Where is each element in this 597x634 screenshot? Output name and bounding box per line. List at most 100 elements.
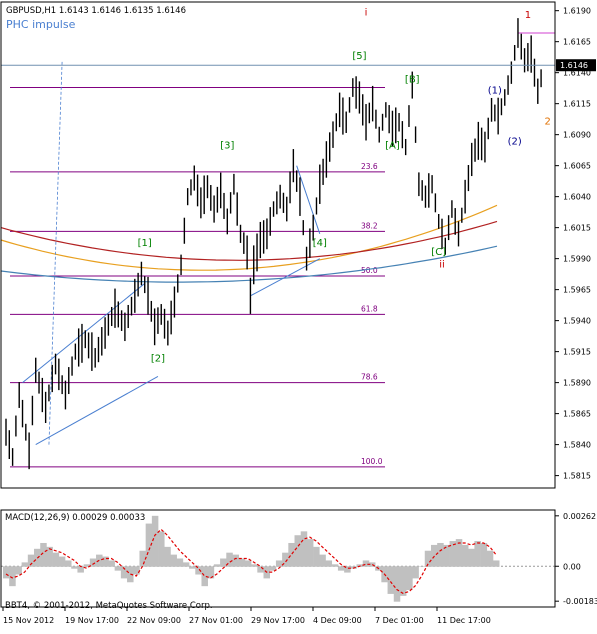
macd-histogram-bar	[449, 541, 457, 567]
macd-histogram-bar	[58, 556, 66, 567]
y-tick-label: 1.5865	[563, 410, 591, 419]
y-tick-label: 1.6040	[563, 193, 591, 202]
macd-histogram-bar	[77, 566, 84, 573]
macd-histogram-bar	[362, 560, 370, 567]
x-tick-label: 4 Dec 09:00	[313, 616, 362, 625]
macd-histogram-bar	[102, 556, 109, 567]
macd-histogram-bar	[288, 542, 295, 567]
macd-histogram-bar	[269, 566, 277, 571]
y-tick-label: 1.5965	[563, 286, 591, 295]
macd-histogram-bar	[195, 566, 202, 575]
y-tick-label: 1.5815	[563, 472, 591, 481]
fib-level-label: 50.0	[361, 266, 378, 275]
macd-histogram-bar	[443, 544, 450, 567]
macd-histogram-bar	[393, 566, 401, 602]
macd-histogram-bar	[251, 564, 258, 567]
indicator-title: PHC impulse	[6, 18, 76, 31]
macd-histogram-bar	[170, 554, 177, 567]
channel-line	[35, 375, 159, 446]
fib-level-label: 100.0	[361, 457, 383, 466]
macd-histogram-bar	[201, 566, 208, 587]
macd-pane-frame	[0, 509, 556, 608]
macd-histogram-bar	[114, 566, 122, 571]
macd-histogram-bar	[319, 554, 326, 567]
wave-label: i	[365, 8, 368, 19]
macd-histogram-bar	[406, 566, 413, 591]
macd-histogram-bar	[493, 560, 500, 567]
macd-histogram-bar	[331, 564, 339, 567]
macd-histogram-bar	[257, 566, 264, 573]
macd-histogram-bar	[300, 531, 308, 567]
y-tick-label: 1.6190	[563, 7, 591, 16]
macd-histogram-bar	[52, 552, 60, 567]
macd-histogram-bar	[474, 541, 481, 567]
y-tick-label: 1.5990	[563, 255, 591, 264]
macd-histogram-bar	[226, 552, 233, 567]
current-price-box	[556, 59, 596, 72]
macd-histogram-bar	[486, 550, 494, 567]
macd-histogram-bar	[244, 560, 252, 567]
wave-label: (1)	[488, 86, 502, 97]
macd-histogram-bar	[182, 562, 190, 567]
macd-histogram-bar	[151, 515, 159, 567]
macd-histogram-bar	[164, 546, 171, 567]
channel-line	[296, 165, 321, 235]
macd-y-tick-label: 0.00262	[563, 512, 596, 521]
fib-level-label: 23.6	[361, 162, 378, 171]
macd-histogram-bar	[344, 566, 351, 573]
macd-histogram-bar	[83, 564, 91, 567]
macd-histogram-bar	[424, 550, 432, 567]
macd-histogram-bar	[27, 554, 35, 567]
macd-histogram-bar	[325, 560, 333, 567]
wave-label: [4]	[313, 238, 327, 249]
macd-histogram-bar	[3, 566, 10, 579]
channel-line	[22, 283, 146, 384]
x-tick-label: 22 Nov 09:00	[127, 616, 181, 625]
macd-histogram-bar	[213, 564, 221, 567]
y-tick-label: 1.6015	[563, 224, 591, 233]
x-tick-label: 7 Dec 01:00	[375, 616, 424, 625]
macd-histogram-bar	[89, 558, 97, 567]
macd-histogram-bar	[275, 560, 283, 567]
x-tick-label: 11 Dec 17:00	[437, 616, 491, 625]
macd-histogram-bar	[282, 552, 289, 567]
symbol-header: GBPUSD,H1 1.6143 1.6146 1.6135 1.6146	[6, 6, 186, 16]
macd-title: MACD(12,26,9) 0.00029 0.00033	[5, 513, 145, 523]
wave-label: [C]	[431, 247, 446, 258]
macd-histogram-bar	[158, 531, 165, 567]
macd-histogram-bar	[15, 566, 22, 575]
wave-label: 1	[525, 10, 531, 21]
macd-histogram-bar	[356, 564, 364, 567]
wave-label: [1]	[138, 238, 152, 249]
wave-label: ii	[439, 259, 445, 270]
macd-histogram-bar	[306, 539, 314, 567]
y-tick-label: 1.6165	[563, 38, 591, 47]
wave-label: [3]	[220, 140, 234, 151]
macd-histogram-bar	[189, 566, 196, 569]
macd-histogram-bar	[120, 566, 128, 579]
macd-histogram-bar	[368, 562, 376, 567]
copyright-note: BBT4, © 2001-2012, MetaQuotes Software C…	[5, 601, 213, 611]
y-tick-label: 1.5890	[563, 379, 591, 388]
macd-histogram-bar	[337, 566, 345, 571]
macd-histogram-bar	[40, 542, 47, 567]
macd-histogram-bar	[412, 566, 419, 579]
y-tick-label: 1.5915	[563, 348, 591, 357]
price-pane-frame	[0, 1, 556, 489]
moving-average-red	[0, 220, 498, 261]
macd-histogram-bar	[480, 542, 488, 567]
x-tick-label: 19 Nov 17:00	[65, 616, 119, 625]
current-price-label: 1.6146	[560, 61, 588, 70]
x-tick-label: 15 Nov 2012	[3, 616, 54, 625]
macd-histogram-bar	[65, 560, 72, 567]
macd-histogram-bar	[313, 546, 320, 567]
macd-histogram-bar	[207, 566, 215, 579]
macd-histogram-bar	[220, 558, 227, 567]
macd-histogram-bar	[139, 550, 146, 567]
macd-histogram-bar	[461, 544, 469, 567]
wave-label: [2]	[151, 354, 165, 365]
y-tick-label: 1.6115	[563, 100, 591, 109]
macd-histogram-bar	[437, 542, 444, 567]
macd-signal-line	[5, 528, 497, 595]
